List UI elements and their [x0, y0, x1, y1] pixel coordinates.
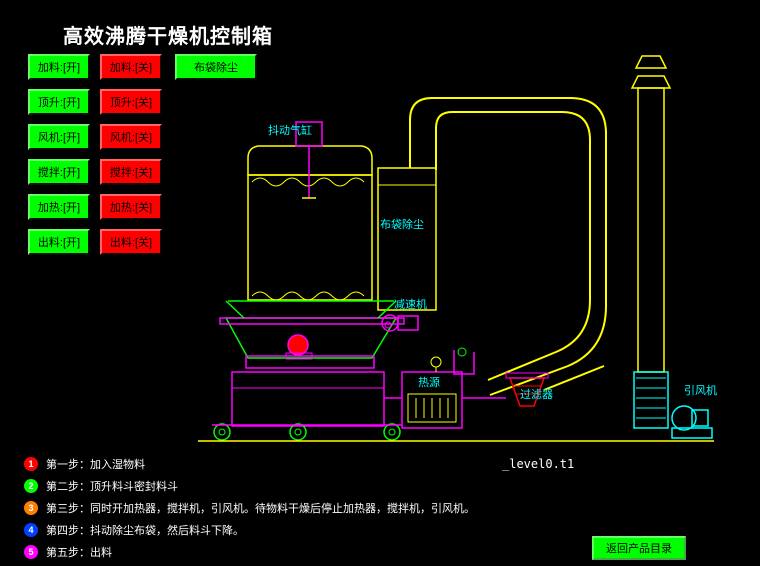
steps-list: 1 第一步：加入湿物料 2 第二步：顶升料斗密封料斗 3 第三步：同时开加热器，… [24, 456, 475, 566]
step-row: 4 第四步：抖动除尘布袋，然后料斗下降。 [24, 522, 475, 538]
fan-close-button[interactable]: 风机:[关] [100, 124, 162, 150]
stir-open-button[interactable]: 搅拌:[开] [28, 159, 90, 185]
label-bag-dust: 布袋除尘 [380, 217, 424, 231]
page-title: 高效沸腾干燥机控制箱 [63, 20, 273, 49]
step-text: 第一步：加入湿物料 [46, 456, 145, 472]
control-button-grid: 加料:[开] 加料:[关] 顶升:[开] 顶升:[关] 风机:[开] 风机:[关… [28, 54, 162, 264]
label-fan: 引风机 [684, 383, 717, 397]
step-text: 第五步：出料 [46, 544, 112, 560]
bag-dust-button[interactable]: 布袋除尘 [175, 54, 257, 80]
step-text: 第三步：同时开加热器，搅拌机，引风机。待物料干燥后停止加热器，搅拌机，引风机。 [46, 500, 475, 516]
discharge-open-button[interactable]: 出料:[开] [28, 229, 90, 255]
step-number-icon: 5 [24, 545, 38, 559]
heat-open-button[interactable]: 加热:[开] [28, 194, 90, 220]
heat-close-button[interactable]: 加热:[关] [100, 194, 162, 220]
step-number-icon: 4 [24, 523, 38, 537]
return-product-catalog-button[interactable]: 返回产品目录 [592, 536, 686, 560]
level-label: _level0.t1 [502, 457, 574, 471]
step-row: 1 第一步：加入湿物料 [24, 456, 475, 472]
label-shake-cylinder: 抖动气缸 [268, 123, 312, 137]
step-number-icon: 3 [24, 501, 38, 515]
label-reducer: 减速机 [394, 297, 427, 311]
step-number-icon: 1 [24, 457, 38, 471]
step-text: 第四步：抖动除尘布袋，然后料斗下降。 [46, 522, 244, 538]
label-heat-source: 热源 [418, 375, 440, 389]
lift-open-button[interactable]: 顶升:[开] [28, 89, 90, 115]
label-filter: 过滤器 [520, 388, 553, 401]
fan-open-button[interactable]: 风机:[开] [28, 124, 90, 150]
step-row: 5 第五步：出料 [24, 544, 475, 560]
step-number-icon: 2 [24, 479, 38, 493]
lift-close-button[interactable]: 顶升:[关] [100, 89, 162, 115]
step-row: 3 第三步：同时开加热器，搅拌机，引风机。待物料干燥后停止加热器，搅拌机，引风机… [24, 500, 475, 516]
step-text: 第二步：顶升料斗密封料斗 [46, 478, 178, 494]
feed-close-button[interactable]: 加料:[关] [100, 54, 162, 80]
feed-open-button[interactable]: 加料:[开] [28, 54, 90, 80]
discharge-close-button[interactable]: 出料:[关] [100, 229, 162, 255]
stir-close-button[interactable]: 搅拌:[关] [100, 159, 162, 185]
step-row: 2 第二步：顶升料斗密封料斗 [24, 478, 475, 494]
